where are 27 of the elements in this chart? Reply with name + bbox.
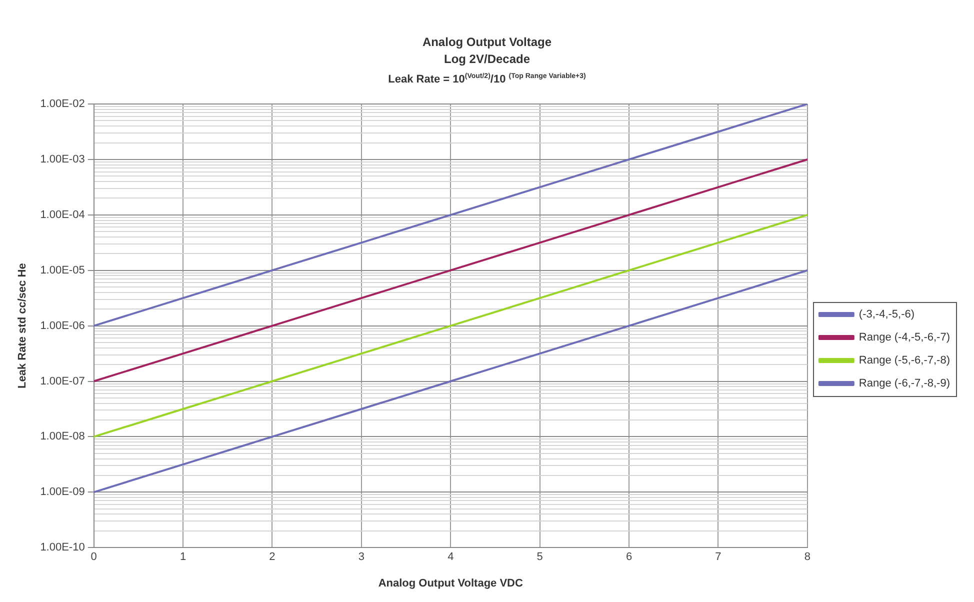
x-tick-label: 6: [626, 551, 632, 564]
x-axis-title: Analog Output Voltage VDC: [378, 577, 523, 590]
legend-label: Range (-5,-6,-7,-8): [858, 354, 950, 367]
legend-label: (-3,-4,-5,-6): [858, 308, 915, 321]
y-tick-label: 1.00E-05: [40, 264, 85, 276]
text: Leak Rate = 10$^{(Vout/2)}$/10 $^{(Top Range Variable+3)}$: [387, 72, 587, 88]
x-tick-label: 1: [180, 551, 186, 564]
y-tick-label: 1.00E-10: [40, 542, 85, 554]
y-axis-title: Leak Rate std cc/sec He: [16, 263, 29, 388]
y-tick-label: 1.00E-03: [40, 153, 85, 166]
y-tick-label: 1.00E-08: [40, 430, 85, 443]
legend-label: Range (-6,-7,-8,-9): [858, 378, 950, 390]
x-tick-label: 5: [536, 551, 543, 564]
x-tick-label: 8: [804, 551, 810, 564]
chart-title: Analog Output Voltage: [421, 34, 553, 51]
y-tick-label: 1.00E-02: [40, 98, 85, 110]
y-tick-label: 1.00E-04: [40, 208, 85, 221]
x-tick-label: 3: [358, 551, 364, 564]
y-tick-label: 1.00E-09: [40, 486, 85, 498]
x-tick-label: 4: [448, 551, 454, 564]
x-tick-label: 7: [715, 551, 722, 564]
x-tick-label: 2: [269, 551, 276, 564]
chart-subtitle: Log 2V/Decade: [442, 51, 532, 68]
y-tick-label: 1.00E-06: [40, 320, 85, 332]
x-tick-label: 0: [90, 551, 97, 564]
legend-label: Range (-4,-5,-6,-7): [858, 332, 950, 344]
y-tick-label: 1.00E-07: [40, 375, 85, 388]
